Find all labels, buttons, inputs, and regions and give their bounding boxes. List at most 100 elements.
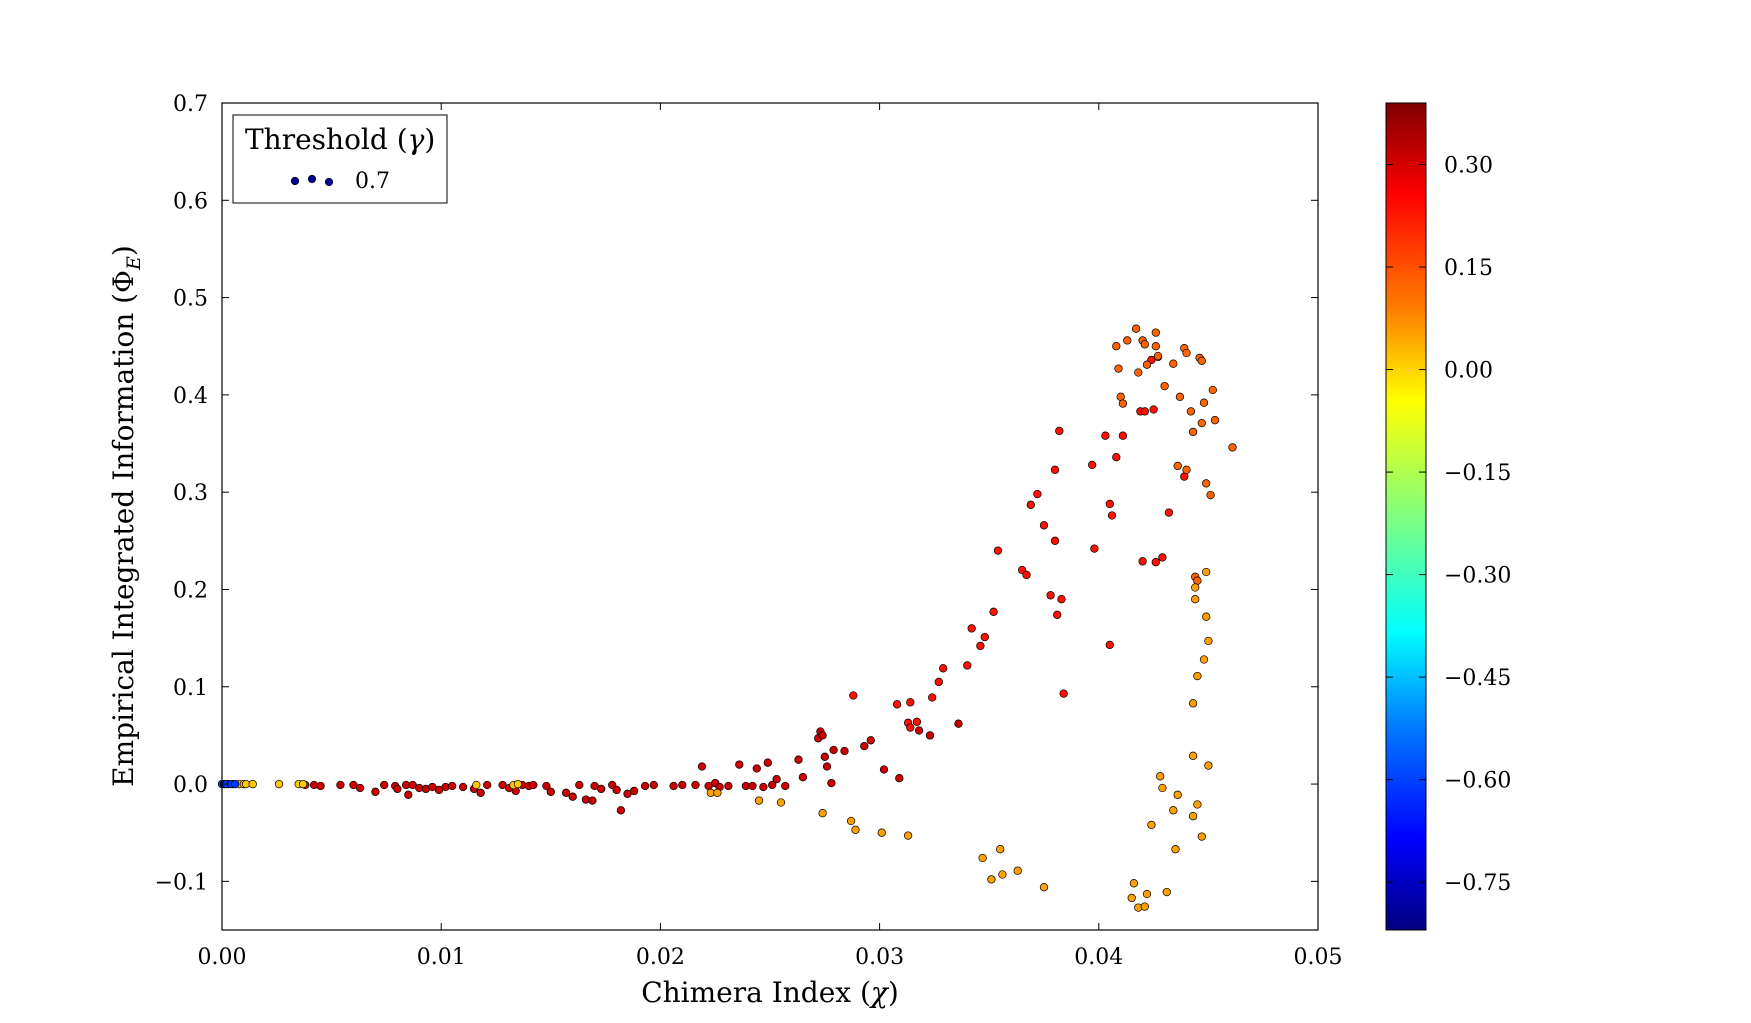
data-point: [1022, 570, 1031, 580]
x-tick-label: 0.01: [417, 945, 466, 970]
y-axis: −0.1 0.0 0.1 0.2 0.3 0.4 0.5 0.6 0.7: [155, 92, 1318, 895]
data-point: [1193, 576, 1202, 585]
data-point: [649, 780, 658, 790]
x-tick-label: 0.05: [1294, 945, 1343, 970]
data-point: [1188, 751, 1198, 760]
data-point: [1202, 567, 1211, 577]
x-tick-label: 0.02: [636, 945, 685, 970]
data-point: [976, 641, 985, 651]
data-point: [1039, 883, 1049, 892]
data-point: [1112, 453, 1121, 462]
data-point: [612, 785, 621, 795]
data-point: [892, 700, 902, 709]
data-point: [989, 607, 998, 616]
data-point: [1151, 342, 1160, 351]
data-point: [906, 723, 915, 732]
data-point: [1197, 356, 1206, 365]
data-point: [1171, 845, 1180, 854]
data-point: [1186, 407, 1196, 416]
data-point: [928, 693, 937, 702]
data-point: [1107, 511, 1117, 520]
data-point: [987, 875, 996, 884]
data-point: [1182, 348, 1191, 358]
data-point: [669, 781, 678, 791]
data-point: [1202, 612, 1211, 621]
data-point: [1151, 558, 1160, 567]
data-point: [1114, 364, 1123, 373]
colorbar-gradient: [1385, 102, 1427, 931]
data-point: [248, 779, 257, 789]
data-point: [963, 661, 972, 670]
data-point: [1147, 820, 1156, 830]
data-point: [1151, 328, 1160, 337]
data-point: [794, 755, 803, 764]
colorbar-tick-label: −0.45: [1444, 666, 1511, 691]
data-point: [1127, 893, 1136, 903]
y-tick-label: 0.0: [173, 773, 208, 798]
data-point: [1173, 461, 1182, 471]
data-point: [754, 796, 764, 805]
data-point: [298, 779, 308, 789]
data-point: [1118, 431, 1128, 440]
data-point: [1112, 342, 1121, 351]
y-tick-label: −0.1: [155, 870, 208, 895]
data-point: [697, 762, 707, 771]
data-point: [404, 790, 413, 799]
data-point: [1228, 443, 1237, 452]
colorbar-tick-label: −0.75: [1444, 871, 1511, 896]
data-point: [851, 825, 860, 834]
data-point: [1140, 407, 1149, 416]
data-point: [1140, 902, 1149, 911]
data-point: [1153, 351, 1163, 361]
data-point: [860, 741, 869, 751]
data-point: [840, 746, 849, 756]
data-point: [1118, 399, 1128, 408]
data-point: [1175, 392, 1185, 401]
colorbar-tick-label: 0.00: [1444, 359, 1493, 384]
data-point: [1050, 536, 1060, 545]
data-point: [513, 779, 523, 789]
data-point: [1134, 368, 1143, 377]
y-tick-label: 0.1: [173, 676, 208, 701]
x-tick-label: 0.00: [198, 945, 247, 970]
data-point: [616, 806, 626, 815]
data-point: [978, 853, 987, 863]
data-point: [1090, 544, 1099, 553]
data-point: [1193, 800, 1202, 809]
colorbar-ticks: 0.30 0.15 0.00 −0.15 −0.30 −0.45 −0.60 −0.75: [1386, 154, 1511, 896]
data-point: [1101, 431, 1110, 440]
data-point: [1188, 699, 1198, 708]
data-point: [529, 780, 538, 790]
colorbar-tick-label: −0.60: [1444, 769, 1511, 794]
data-point: [1206, 490, 1215, 500]
data-point: [568, 792, 577, 801]
data-point: [735, 760, 744, 769]
data-point: [231, 779, 240, 789]
data-point: [866, 736, 875, 745]
y-tick-label: 0.4: [173, 384, 208, 409]
data-point: [546, 787, 555, 796]
data-point: [1210, 416, 1220, 425]
data-point: [748, 781, 757, 791]
data-point: [640, 781, 650, 791]
data-point: [542, 781, 551, 791]
data-point: [1204, 761, 1213, 770]
data-point: [772, 775, 781, 784]
legend-marker: [307, 174, 317, 184]
data-point: [1204, 636, 1213, 646]
data-point: [1142, 360, 1152, 369]
data-point: [818, 809, 827, 818]
legend-marker: [290, 176, 300, 186]
data-point: [781, 781, 790, 791]
data-point: [1188, 427, 1198, 437]
data-point: [1193, 671, 1202, 681]
data-point: [1033, 489, 1042, 499]
data-point: [713, 788, 722, 797]
data-point: [879, 765, 889, 774]
data-point: [996, 845, 1005, 854]
data-point: [903, 831, 913, 840]
y-tick-label: 0.6: [173, 189, 208, 214]
colorbar-tick-label: −0.30: [1444, 564, 1511, 589]
legend: Threshold (γ) 0.7: [232, 114, 448, 204]
